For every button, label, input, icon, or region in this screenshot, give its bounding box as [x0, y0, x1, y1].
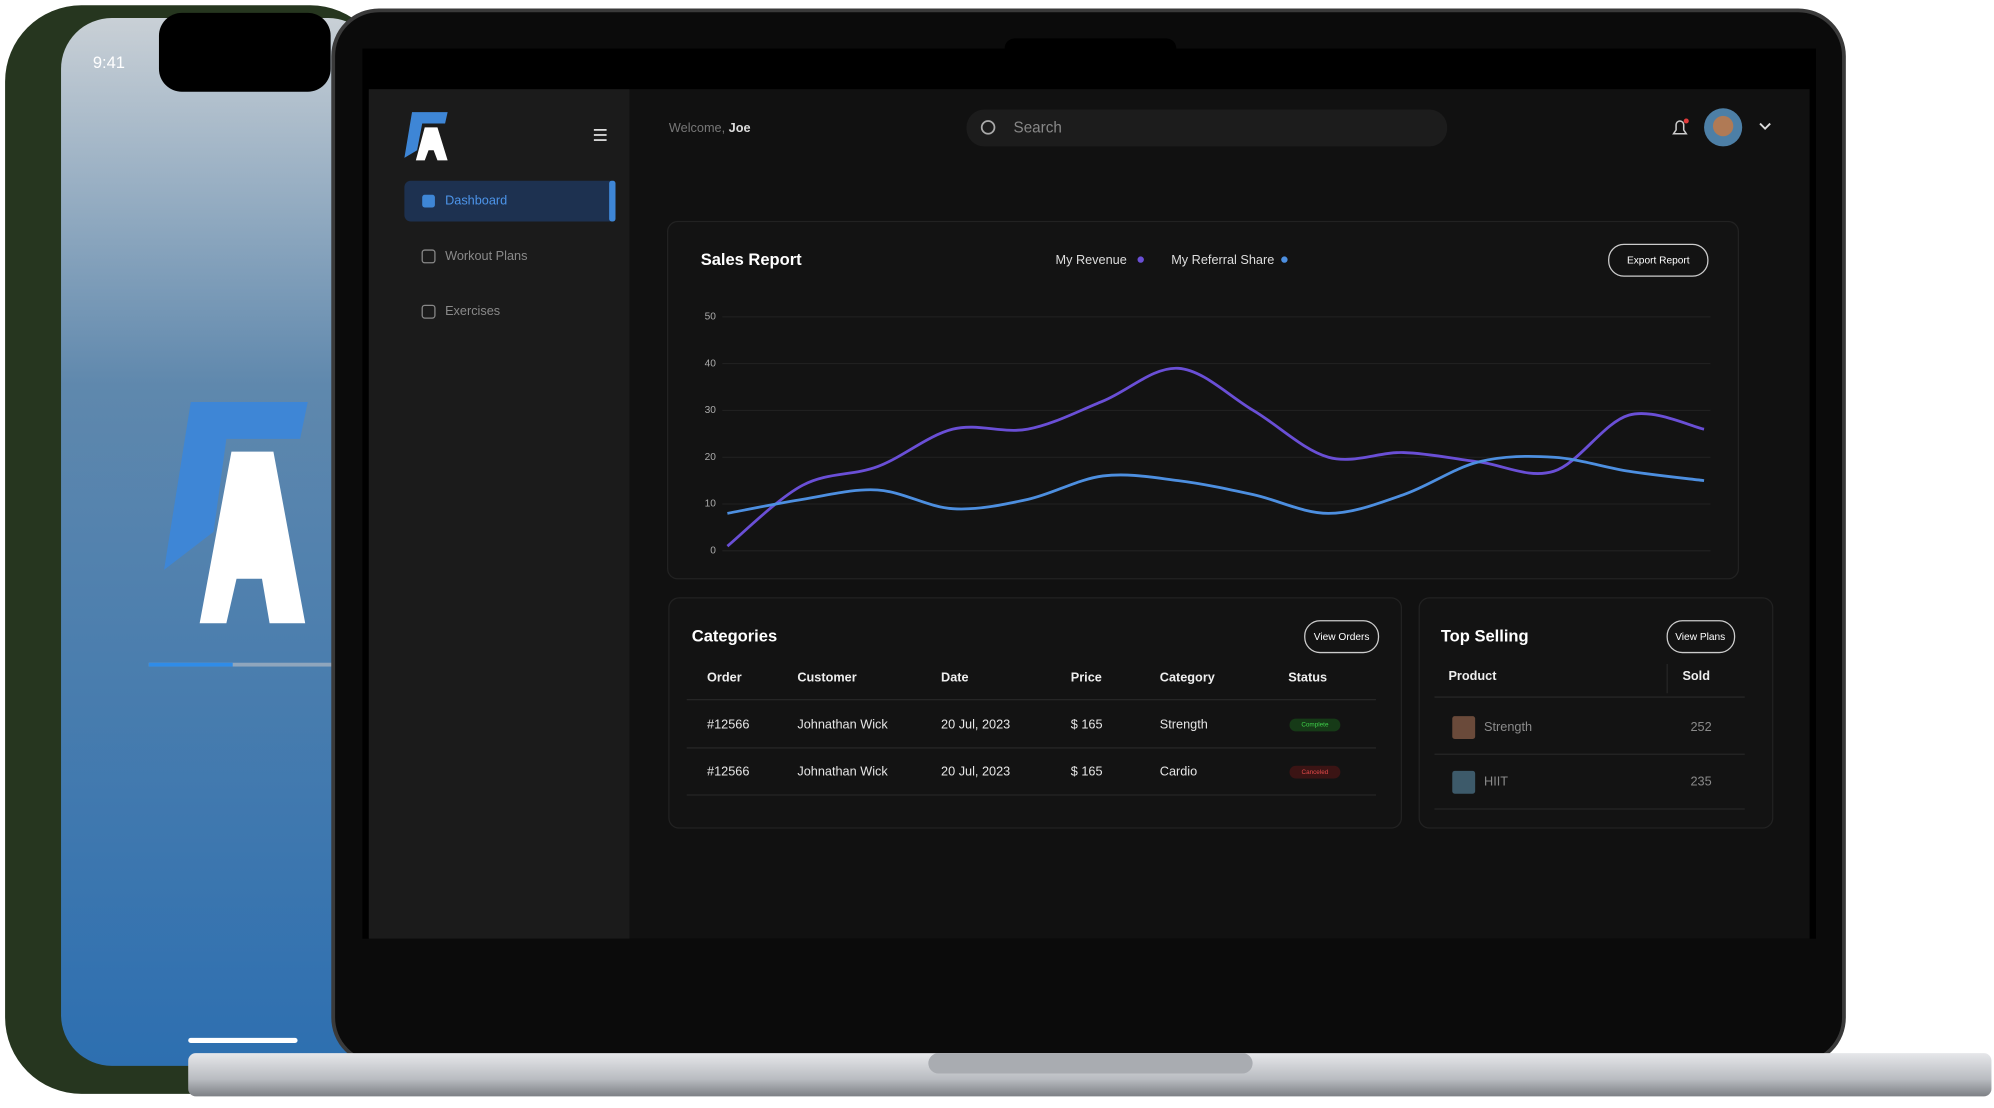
- column-header: Price: [1071, 669, 1102, 684]
- status-time: 9:41: [93, 53, 125, 72]
- product-name: Strength: [1484, 719, 1532, 734]
- column-header: Status: [1288, 669, 1327, 684]
- nav-item[interactable]: Workout Plans: [445, 248, 527, 263]
- table-cell: Cardio: [1160, 763, 1197, 778]
- sold-count: 252: [1690, 719, 1711, 734]
- column-header: Category: [1160, 669, 1215, 684]
- search-placeholder[interactable]: Search: [1014, 120, 1062, 137]
- status-pill: [1289, 765, 1341, 779]
- column-header: Order: [707, 669, 742, 684]
- product-name: HIIT: [1484, 774, 1508, 789]
- nav-item[interactable]: Dashboard: [445, 192, 507, 207]
- welcome-text: Welcome,: [669, 120, 725, 135]
- table-cell: Johnathan Wick: [797, 716, 888, 731]
- view-plans-button[interactable]: [1666, 620, 1736, 654]
- table-cell: #12566: [707, 716, 749, 731]
- laptop-base: [188, 1053, 1992, 1097]
- phone-notch: [158, 12, 331, 92]
- user-name: Joe: [729, 120, 751, 135]
- button-label[interactable]: View Plans: [1675, 632, 1725, 643]
- legend-dot: [1281, 256, 1288, 263]
- nav-icon: [421, 304, 436, 319]
- top-selling-card: [1418, 597, 1774, 829]
- export-button-label[interactable]: Export Report: [1627, 256, 1690, 267]
- chart-card: [666, 220, 1740, 580]
- y-tick-label: 0: [710, 546, 716, 557]
- nav-active: [404, 180, 616, 222]
- card-title: Top Selling: [1441, 627, 1529, 646]
- table-cell: 20 Jul, 2023: [941, 763, 1010, 778]
- legend-label: My Referral Share: [1171, 252, 1274, 267]
- card-title: Categories: [692, 627, 777, 646]
- dropdown-icon[interactable]: [1759, 122, 1771, 130]
- table-cell: Strength: [1160, 716, 1208, 731]
- search-icon: [980, 120, 996, 135]
- nav-icon: [421, 249, 436, 264]
- table-cell: $ 165: [1071, 716, 1103, 731]
- table-cell: Johnathan Wick: [797, 763, 888, 778]
- table-cell: $ 165: [1071, 763, 1103, 778]
- line-series: [726, 366, 1705, 548]
- column-header: Sold: [1682, 668, 1710, 683]
- avatar-face: [1712, 115, 1734, 137]
- product-thumbnail: [1452, 770, 1476, 794]
- y-tick-label: 30: [705, 405, 717, 416]
- app-logo: [404, 112, 448, 158]
- base-notch: [928, 1053, 1253, 1074]
- orders-card: [668, 597, 1403, 829]
- column-header: Product: [1448, 668, 1497, 683]
- status-pill: [1289, 718, 1341, 732]
- status-text: Canceled: [1302, 769, 1329, 776]
- y-tick-label: 20: [705, 452, 717, 463]
- legend-dot: [1137, 256, 1144, 263]
- nav-item[interactable]: Exercises: [445, 303, 500, 318]
- y-tick-label: 50: [705, 312, 717, 323]
- legend-label: My Revenue: [1055, 252, 1126, 267]
- sold-count: 235: [1690, 774, 1711, 789]
- line-series: [727, 454, 1705, 515]
- column-header: Date: [941, 669, 969, 684]
- chart-title: Sales Report: [701, 250, 802, 269]
- column-header: Customer: [797, 669, 856, 684]
- notification-dot: [1683, 118, 1689, 124]
- y-tick-label: 10: [705, 499, 717, 510]
- status-text: Complete: [1301, 722, 1329, 729]
- phone-logo: [199, 451, 306, 624]
- phone-logo: [164, 402, 308, 570]
- table-cell: 20 Jul, 2023: [941, 716, 1010, 731]
- nav-icon: [422, 194, 435, 208]
- view-orders-button[interactable]: [1304, 620, 1380, 654]
- table-cell: #12566: [707, 763, 749, 778]
- button-label[interactable]: View Orders: [1314, 632, 1370, 643]
- sidebar: [368, 89, 630, 939]
- phone-progress-fill: [148, 662, 233, 667]
- bell-icon[interactable]: [1672, 120, 1688, 135]
- product-thumbnail: [1452, 716, 1476, 740]
- camera-notch: [1004, 38, 1177, 72]
- y-tick-label: 40: [705, 358, 717, 369]
- nav-active-indicator: [609, 180, 616, 222]
- app-logo: [415, 127, 448, 161]
- export-button[interactable]: [1608, 243, 1709, 277]
- search-box[interactable]: [966, 109, 1448, 147]
- phone-home-bar: [188, 1037, 298, 1043]
- phone-progress: [148, 662, 340, 667]
